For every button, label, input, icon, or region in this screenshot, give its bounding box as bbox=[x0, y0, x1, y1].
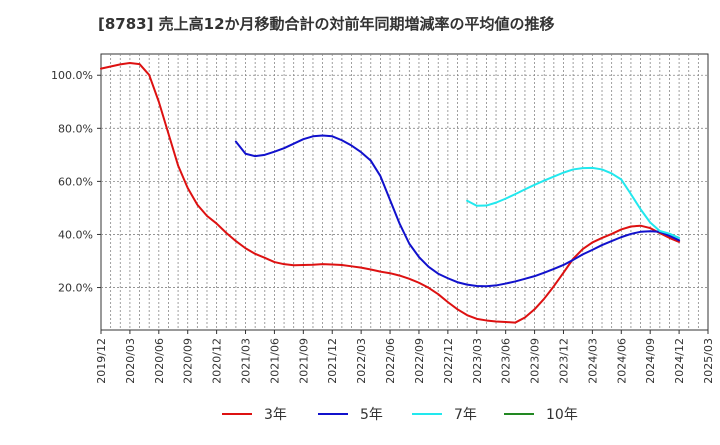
series-lines bbox=[100, 62, 681, 324]
y-tick-label: 80.0% bbox=[58, 122, 93, 135]
legend-label-1: 3年 bbox=[264, 407, 287, 423]
x-tick-label: 2020/09 bbox=[182, 338, 195, 384]
y-tick-label: 60.0% bbox=[58, 175, 93, 188]
x-tick-label: 2024/03 bbox=[586, 338, 599, 384]
x-tick-label: 2025/03 bbox=[702, 338, 715, 384]
x-tick-label: 2022/06 bbox=[384, 338, 397, 384]
y-tick-label: 100.0% bbox=[51, 69, 93, 82]
x-tick-label: 2023/03 bbox=[471, 338, 484, 384]
legend-label-2: 5年 bbox=[360, 407, 383, 423]
x-axis-ticks: 2019/12 2020/03 2020/06 2020/09 2020/12 2021/… bbox=[95, 330, 715, 384]
x-tick-label: 2022/09 bbox=[413, 338, 426, 384]
x-tick-label: 2020/12 bbox=[211, 338, 224, 384]
x-tick-label: 2021/06 bbox=[268, 338, 281, 384]
chart-title: [8783] 売上高12か月移動合計の対前年同期増減率の平均値の推移 bbox=[98, 15, 555, 33]
x-tick-label: 2019/12 bbox=[95, 338, 108, 384]
x-tick-label: 2021/12 bbox=[326, 338, 339, 384]
legend: 3年 5年 7年 10年 bbox=[222, 407, 578, 423]
y-tick-label: 40.0% bbox=[58, 228, 93, 241]
x-tick-label: 2021/09 bbox=[297, 338, 310, 384]
legend-label-4: 10年 bbox=[546, 407, 578, 423]
x-tick-label: 2023/09 bbox=[529, 338, 542, 384]
x-tick-label: 2020/06 bbox=[153, 338, 166, 384]
horizontal-grid bbox=[101, 74, 708, 288]
x-tick-label: 2024/12 bbox=[673, 338, 686, 384]
x-tick-label: 2022/12 bbox=[442, 338, 455, 384]
x-tick-label: 2024/06 bbox=[615, 338, 628, 384]
series-line-3 bbox=[466, 166, 681, 239]
x-tick-label: 2024/09 bbox=[644, 338, 657, 384]
x-tick-label: 2023/12 bbox=[557, 338, 570, 384]
x-tick-label: 2021/03 bbox=[240, 338, 253, 384]
x-tick-label: 2023/06 bbox=[500, 338, 513, 384]
series-line-1 bbox=[100, 62, 681, 324]
plot-frame bbox=[100, 53, 709, 331]
x-tick-label: 2020/03 bbox=[124, 338, 137, 384]
x-tick-label: 2022/03 bbox=[355, 338, 368, 384]
y-axis-ticks: 20.0% 40.0% 60.0% 80.0% 100.0% bbox=[51, 69, 101, 295]
y-tick-label: 20.0% bbox=[58, 282, 93, 295]
series-line-2 bbox=[234, 134, 681, 288]
legend-label-3: 7年 bbox=[454, 407, 477, 423]
